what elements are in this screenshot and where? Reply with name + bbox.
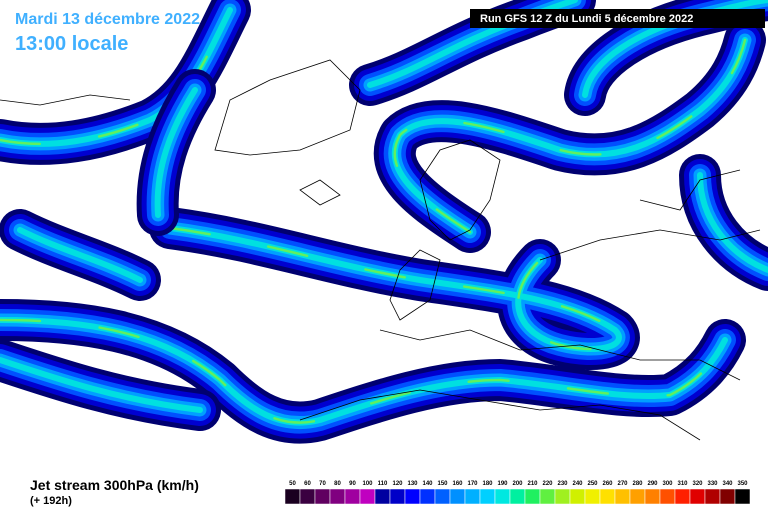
legend-label: 160 xyxy=(452,481,463,487)
legend-label: 310 xyxy=(677,481,688,487)
legend-swatch xyxy=(359,488,376,505)
jet-band xyxy=(391,37,748,235)
legend-swatch xyxy=(524,488,541,505)
legend-label: 190 xyxy=(497,481,508,487)
legend-swatch xyxy=(404,488,421,505)
jet-band xyxy=(154,87,198,218)
legend-label: 140 xyxy=(422,481,433,487)
legend-label: 170 xyxy=(467,481,478,487)
legend-label: 80 xyxy=(334,481,341,487)
jet-band xyxy=(697,172,768,273)
legend-label: 110 xyxy=(378,481,388,487)
legend-label: 120 xyxy=(392,481,403,487)
legend-label: 220 xyxy=(542,481,553,487)
legend-label: 290 xyxy=(647,481,658,487)
legend-swatch xyxy=(464,488,481,505)
legend-swatch xyxy=(284,488,301,505)
legend-swatch xyxy=(599,488,616,505)
legend-label: 250 xyxy=(587,481,598,487)
legend-label: 230 xyxy=(557,481,568,487)
run-box xyxy=(470,9,765,28)
jet-band xyxy=(0,357,203,413)
legend-swatch xyxy=(314,488,331,505)
legend-swatch xyxy=(614,488,631,505)
legend-label: 90 xyxy=(349,481,356,487)
legend-label: 60 xyxy=(304,481,311,487)
legend-label: 50 xyxy=(289,481,296,487)
date: Mardi 13 décembre 2022 xyxy=(15,11,200,28)
legend-swatch xyxy=(494,488,511,505)
legend-swatch xyxy=(569,488,586,505)
legend-swatch xyxy=(299,488,316,505)
jet-band xyxy=(367,0,578,88)
legend-label: 210 xyxy=(527,481,538,487)
legend-swatch xyxy=(704,488,721,505)
legend-swatch xyxy=(584,488,601,505)
run-info: Run GFS 12 Z du Lundi 5 décembre 2022 xyxy=(480,13,693,25)
footer-title: Jet stream 300hPa (km/h) xyxy=(30,477,199,493)
time: 13:00 locale xyxy=(15,33,128,55)
jet-streams xyxy=(0,0,768,444)
jet-band xyxy=(17,227,143,283)
legend-swatch xyxy=(659,488,676,505)
legend-swatch xyxy=(329,488,346,505)
legend-label: 100 xyxy=(362,481,373,487)
lead-time: (+ 192h) xyxy=(30,495,72,507)
legend-label: 280 xyxy=(632,481,643,487)
legend-swatch xyxy=(629,488,646,505)
legend-swatch xyxy=(719,488,736,505)
legend-label: 270 xyxy=(617,481,628,487)
legend-label: 130 xyxy=(407,481,418,487)
legend-swatch xyxy=(389,488,406,505)
legend-swatch xyxy=(509,488,526,505)
legend-label: 300 xyxy=(662,481,673,487)
legend-label: 70 xyxy=(319,481,326,487)
legend-swatch xyxy=(374,488,391,505)
jet-core xyxy=(0,318,727,424)
legend-label: 340 xyxy=(722,481,733,487)
legend-swatch xyxy=(689,488,706,505)
legend-swatch xyxy=(479,488,496,505)
legend-label: 330 xyxy=(707,481,718,487)
copyright: Copyright © 2022 Meteociel.fr xyxy=(300,445,456,457)
legend-swatch xyxy=(344,488,361,505)
legend-label: 180 xyxy=(482,481,493,487)
legend-label: 150 xyxy=(437,481,448,487)
legend-swatch xyxy=(644,488,661,505)
coastlines xyxy=(0,59,761,441)
legend-swatch xyxy=(434,488,451,505)
legend-label: 200 xyxy=(512,481,523,487)
legend-label: 350 xyxy=(737,481,748,487)
legend-swatch xyxy=(674,488,691,505)
legend-label: 320 xyxy=(692,481,703,487)
legend: 50 60 70 80 90 100 110 120 130 140 150 160 170 180 190… xyxy=(284,481,751,505)
legend-label: 260 xyxy=(602,481,613,487)
legend-swatch xyxy=(419,488,436,505)
legend-swatch xyxy=(449,488,466,505)
legend-label: 240 xyxy=(572,481,583,487)
legend-swatch xyxy=(539,488,556,505)
jet-band xyxy=(0,7,233,147)
legend-swatch xyxy=(554,488,571,505)
legend-swatch xyxy=(734,488,751,505)
jet-core xyxy=(168,226,621,351)
